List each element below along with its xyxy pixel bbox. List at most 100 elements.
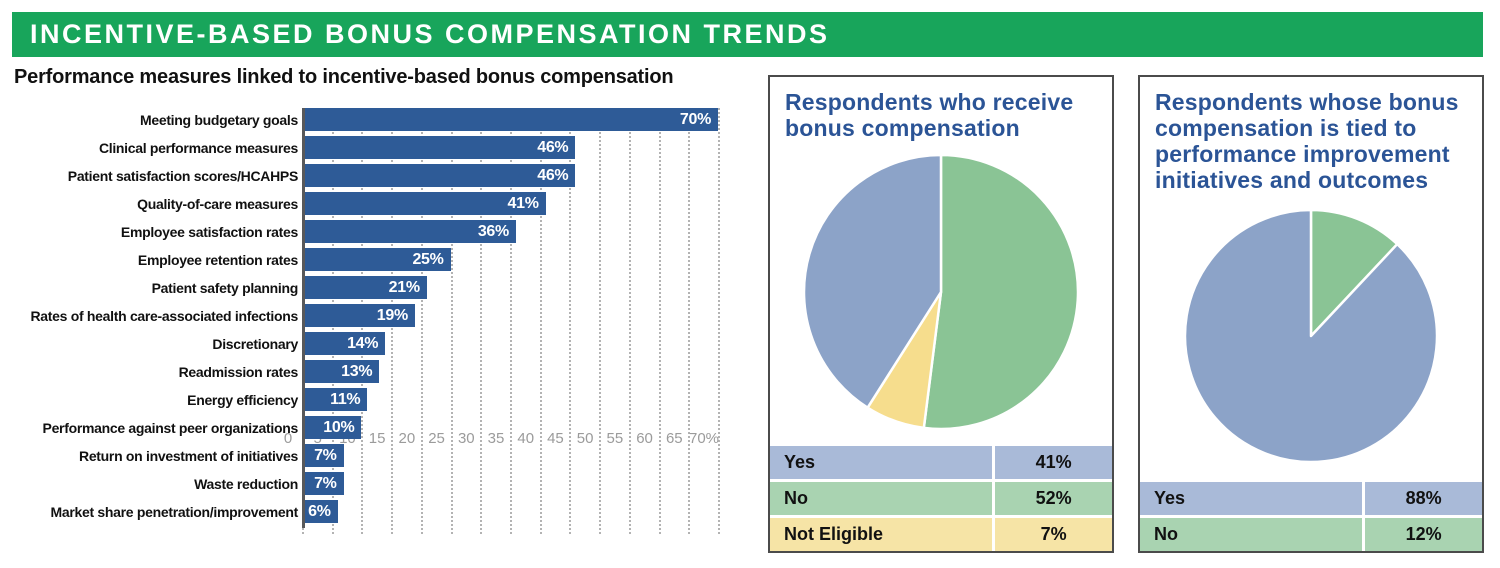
legend-row: Yes 88% [1140,482,1482,515]
pie-chart-wrap [1140,193,1482,479]
bar-row: 25% [302,246,738,274]
bar-plot-area: 70% 46% 46% 41% 36% 25% 21% 19% 14% 13% 11% 10% 7% 7%… [302,106,738,534]
bar-row: 13% [302,358,738,386]
bar-value-label: 11% [330,390,361,408]
gridline [510,108,512,534]
bar-row: 7% [302,470,738,498]
bar-value-label: 46% [537,138,569,156]
legend-value-cell: 12% [1365,518,1482,551]
legend-row: Yes 41% [770,446,1112,479]
x-axis-tick-label: 55 [606,430,624,447]
bar-value-label: 41% [507,194,539,212]
bar-value-label: 21% [388,278,420,296]
gridline [599,108,602,534]
bar-label: Employee satisfaction rates [120,224,298,240]
bar-row: 19% [302,302,738,330]
bar-value-label: 13% [341,362,373,380]
legend-value-cell: 88% [1365,482,1482,515]
gridline [480,108,483,534]
x-axis-tick-label: 50 [576,430,594,447]
bar-value-label: 10% [323,418,355,436]
x-axis-tick-label: 20 [398,430,416,447]
legend-value-cell: 52% [995,482,1112,515]
bar: 13% [302,360,380,383]
bar: 6% [302,500,338,523]
legend-label-cell: Yes [1140,482,1363,515]
bar-row: 14% [302,330,738,358]
legend-value-cell: 41% [995,446,1112,479]
bar-label: Waste reduction [194,476,298,492]
bar-value-label: 6% [308,502,331,520]
panel-title: Respondents who receive bonus compensati… [785,89,1074,141]
legend-row: Not Eligible 7% [770,518,1112,551]
bar: 7% [302,444,344,467]
bar: 46% [302,164,576,187]
gridline [628,108,631,534]
x-axis-tick-label: 40 [517,430,535,447]
pie-panel-performance-tied: Respondents whose bonus compensation is … [1138,75,1484,553]
header-banner: INCENTIVE-BASED BONUS COMPENSATION TREND… [12,12,1483,57]
bar: 21% [302,276,427,299]
bar-label: Patient safety planning [151,280,299,296]
bar-label: Discretionary [212,336,298,352]
bar: 36% [302,220,516,243]
panel-title: Respondents whose bonus compensation is … [1155,89,1459,193]
bar: 10% [302,416,362,439]
bar-value-label: 7% [314,446,337,464]
gridline [688,108,691,534]
legend-table: Yes 88% No 12% [1140,479,1482,551]
x-axis-tick-label: 25 [428,430,445,447]
x-axis-tick-label: 35 [487,430,505,447]
x-axis-tick-label: 0 [283,430,293,447]
pie-slice-no [922,153,1080,431]
bar-row: 21% [302,274,738,302]
bar-row: 7% [302,442,738,470]
bar: 25% [302,248,451,271]
bar-value-label: 70% [679,110,711,128]
bar-value-label: 36% [477,222,509,240]
bar-label: Return on investment of initiatives [79,448,298,464]
legend-label-cell: No [1140,518,1363,551]
y-axis-line [302,108,305,528]
bar-label: Quality-of-care measures [137,196,298,212]
bar-value-label: 46% [537,166,569,184]
bar: 7% [302,472,344,495]
x-axis-tick-label: 30 [457,430,475,447]
bar-chart: Meeting budgetary goals Clinical performa… [14,106,754,536]
x-axis-tick-label: 70% [688,430,720,447]
bar: 70% [302,108,718,131]
legend-label-cell: Yes [770,446,993,479]
bar-label: Energy efficiency [187,392,298,408]
bar-label: Employee retention rates [137,252,298,268]
x-axis-tick-label: 60 [636,430,653,447]
pie-slice-no [1309,208,1399,338]
x-axis: 0510152025303540455055606570% [284,430,724,454]
gridline [569,108,572,534]
bar-row: 11% [302,386,738,414]
bar-row: 46% [302,162,738,190]
bar-chart-title: Performance measures linked to incentive… [14,66,674,88]
bar-label: Clinical performance measures [98,140,298,156]
legend-row: No 12% [1140,518,1482,551]
legend-row: No 52% [770,482,1112,515]
gridline [718,108,720,534]
pie-chart [802,153,1080,431]
x-axis-tick-label: 65 [665,430,683,447]
pie-chart [1183,208,1439,464]
gridline [539,108,542,534]
x-axis-tick-label: 15 [368,430,386,447]
legend-label-cell: No [770,482,993,515]
pie-panel-bonus-compensation: Respondents who receive bonus compensati… [768,75,1114,553]
bar-labels-column: Meeting budgetary goals Clinical performa… [14,106,299,526]
bar-value-label: 25% [412,250,444,268]
legend-label-cell: Not Eligible [770,518,993,551]
bar-label: Meeting budgetary goals [139,112,298,128]
bar: 19% [302,304,415,327]
bar-row: 36% [302,218,738,246]
bar-label: Patient satisfaction scores/HCAHPS [67,168,299,184]
bar-label: Rates of health care-associated infectio… [30,308,299,324]
bar-row: 6% [302,498,738,526]
bar: 41% [302,192,546,215]
bar-label: Readmission rates [178,364,299,380]
